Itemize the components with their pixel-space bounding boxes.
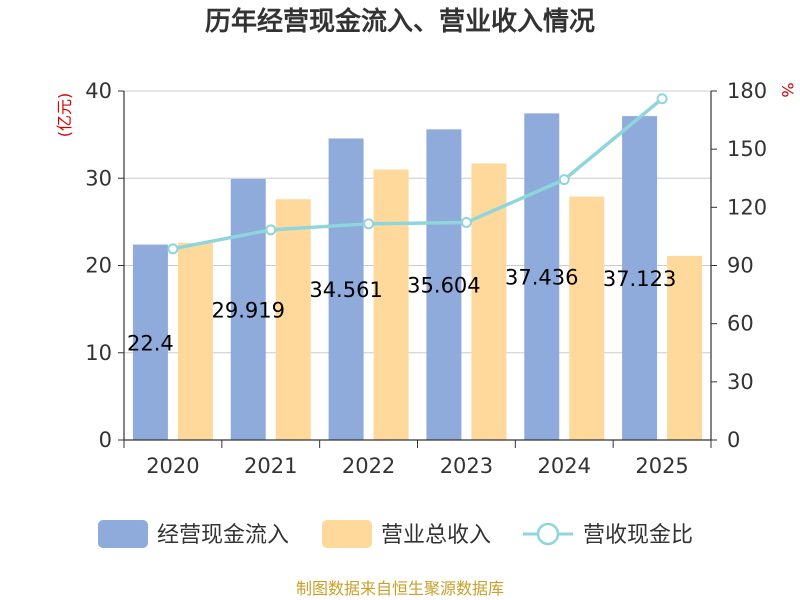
bar-cash-inflow xyxy=(328,138,364,441)
bar-revenue xyxy=(275,199,311,440)
left-tick-label: 10 xyxy=(85,341,112,365)
ratio-point xyxy=(558,174,570,186)
x-tick-label: 2021 xyxy=(244,454,297,478)
data-label-cash-inflow: 37.123 xyxy=(603,267,676,291)
bars-group xyxy=(132,113,703,441)
right-tick-label: 30 xyxy=(727,370,754,394)
x-tick-label: 2025 xyxy=(635,454,688,478)
source-note: 制图数据来自恒生聚源数据库 xyxy=(296,579,504,598)
bar-cash-inflow xyxy=(230,178,266,440)
legend: 经营现金流入 营业总收入 营收现金比 xyxy=(98,520,693,548)
bar-revenue xyxy=(569,196,605,440)
left-tick-label: 40 xyxy=(85,79,112,103)
legend-label-revenue: 营业总收入 xyxy=(381,523,491,548)
chart-title: 历年经营现金流入、营业收入情况 xyxy=(205,6,595,37)
x-tick-label: 2022 xyxy=(342,454,395,478)
left-axis-unit: (亿元) xyxy=(55,93,74,138)
legend-label-cash-inflow: 经营现金流入 xyxy=(157,523,289,548)
ratio-point xyxy=(460,216,472,228)
bar-cash-inflow xyxy=(622,116,658,441)
data-label-cash-inflow: 29.919 xyxy=(212,298,285,322)
data-label-cash-inflow: 37.436 xyxy=(505,266,578,290)
legend-swatch-cash-inflow xyxy=(98,520,148,548)
x-tick-label: 2020 xyxy=(146,454,199,478)
ratio-line-group xyxy=(167,93,668,255)
bar-cash-inflow xyxy=(426,129,462,440)
data-label-cash-inflow: 35.604 xyxy=(407,274,480,298)
data-labels: 22.4 29.919 34.561 35.604 37.436 37.123 xyxy=(127,266,676,356)
data-label-cash-inflow: 34.561 xyxy=(309,278,382,302)
right-tick-label: 180 xyxy=(727,79,767,103)
data-label-cash-inflow: 22.4 xyxy=(127,331,174,355)
right-tick-label: 120 xyxy=(727,195,767,219)
left-tick-label: 20 xyxy=(85,254,112,278)
right-tick-label: 90 xyxy=(727,254,754,278)
left-tick-label: 30 xyxy=(85,166,112,190)
right-tick-label: 0 xyxy=(727,428,740,452)
bar-revenue xyxy=(177,242,213,440)
bar-cash-inflow xyxy=(524,113,560,440)
right-tick-label: 150 xyxy=(727,137,767,161)
ratio-line xyxy=(172,97,664,251)
x-tick-label: 2024 xyxy=(538,454,591,478)
ratio-point xyxy=(656,93,668,105)
bar-revenue xyxy=(667,255,703,440)
right-axis-unit: % xyxy=(778,82,797,97)
left-tick-label: 0 xyxy=(99,428,112,452)
right-tick-label: 60 xyxy=(727,312,754,336)
gridlines xyxy=(124,90,711,354)
axes: 0 10 20 30 40 0 30 60 90 120 150 180 2020 2021 2022 202… xyxy=(85,79,767,478)
x-tick-label: 2023 xyxy=(440,454,493,478)
legend-swatch-revenue xyxy=(322,520,372,548)
ratio-point xyxy=(363,218,375,230)
bar-revenue xyxy=(373,169,409,440)
legend-label-ratio: 营收现金比 xyxy=(583,523,693,548)
legend-marker-ratio xyxy=(536,522,560,546)
ratio-point xyxy=(167,243,179,255)
bar-cash-inflow xyxy=(132,244,168,440)
ratio-point xyxy=(265,224,277,236)
bar-revenue xyxy=(471,163,507,441)
